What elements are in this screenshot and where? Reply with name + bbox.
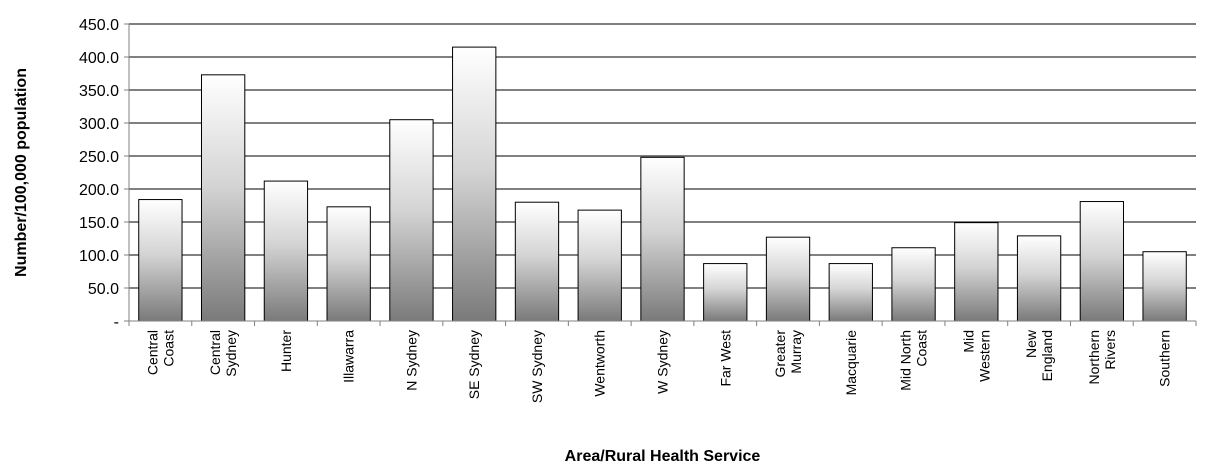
- bar-hunter: [263, 180, 309, 322]
- x-tick-label: Wentworth: [592, 330, 608, 397]
- bar-n-sydney: [389, 119, 434, 322]
- bar-mid-north-coast: [891, 247, 936, 322]
- x-tick-label: Northern: [1086, 330, 1102, 384]
- x-axis-title: Area/Rural Health Service: [565, 448, 761, 465]
- x-tick-label: Central: [207, 330, 223, 375]
- x-tick-label: Western: [976, 330, 992, 382]
- x-tick-label: Coast: [160, 330, 176, 367]
- bars: [138, 46, 1187, 322]
- x-tick-label: Macquarie: [843, 330, 859, 396]
- x-tick-label: Illawarra: [341, 330, 357, 383]
- bar-southern: [1142, 251, 1187, 322]
- y-tick-label: 100.0: [79, 248, 119, 265]
- x-tick-label: Southern: [1157, 330, 1173, 387]
- x-tick-label: SW Sydney: [529, 330, 545, 403]
- x-category-labels: Central Coast Central Sydney Hunter Illawarra…: [144, 329, 1172, 403]
- x-tick-label: Mid: [960, 330, 976, 353]
- y-tick-label: 150.0: [79, 215, 119, 232]
- y-tick-label: 50.0: [88, 281, 119, 298]
- y-tick-label: 200.0: [79, 182, 119, 199]
- bar-macquarie: [828, 263, 873, 322]
- y-tick-label: -: [114, 314, 119, 331]
- x-tick-label: Hunter: [278, 330, 294, 372]
- bar-illawarra: [326, 206, 371, 322]
- x-tick-label: England: [1039, 330, 1055, 381]
- bar-far-west: [703, 263, 748, 322]
- x-tick-label: Sydney: [223, 330, 239, 377]
- bar-sw-sydney: [514, 201, 560, 322]
- x-tick-label: W Sydney: [655, 330, 671, 394]
- bar-mid-western: [954, 222, 999, 322]
- x-tick-label: N Sydney: [403, 330, 419, 391]
- x-tick-label: Murray: [788, 330, 804, 374]
- bar-greater-murray: [765, 236, 811, 322]
- bar-new-england: [1016, 235, 1062, 322]
- x-tick-label: Greater: [772, 330, 788, 378]
- x-tick-label: Coast: [914, 330, 930, 367]
- bar-northern-rivers: [1079, 201, 1125, 322]
- bar-wentworth: [577, 209, 622, 322]
- y-tick-label: 300.0: [79, 116, 119, 133]
- bar-central-sydney: [200, 74, 246, 322]
- axes: [124, 23, 1197, 326]
- x-tick-label: Mid North: [898, 330, 914, 391]
- x-tick-label: Central: [144, 330, 160, 375]
- y-tick-label: 400.0: [79, 50, 119, 67]
- x-tick-label: New: [1023, 329, 1039, 358]
- x-tick-label: Far West: [717, 330, 733, 387]
- x-tick-label: Rivers: [1102, 330, 1118, 370]
- y-tick-label: 250.0: [79, 149, 119, 166]
- bar-se-sydney: [452, 46, 497, 322]
- y-tick-labels: - 50.0 100.0 150.0 200.0 250.0 300.0 350.0 400.0…: [79, 17, 119, 331]
- bar-central-coast: [138, 199, 183, 322]
- y-axis-title: Number/100,000 population: [13, 68, 30, 277]
- x-tick-label: SE Sydney: [466, 330, 482, 399]
- y-tick-label: 450.0: [79, 17, 119, 34]
- bar-w-sydney: [640, 156, 685, 322]
- y-tick-label: 350.0: [79, 83, 119, 100]
